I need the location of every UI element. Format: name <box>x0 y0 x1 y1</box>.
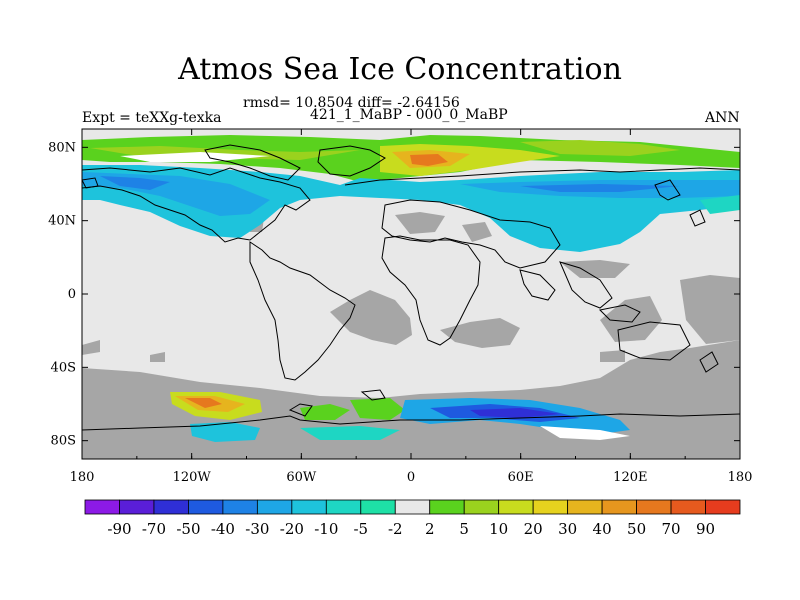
colorbar-box <box>670 499 706 515</box>
period-difference-label: 421_1_MaBP - 000_0_MaBP <box>310 107 508 123</box>
plot-title: Atmos Sea Ice Concentration <box>178 52 622 87</box>
experiment-label: Expt = teXXg-texka <box>82 110 222 126</box>
lon-tick-label: 60E <box>508 470 534 485</box>
colorbar-label: 30 <box>558 520 577 538</box>
colorbar-box <box>705 499 741 515</box>
colorbar-box <box>498 499 534 515</box>
colorbar-box <box>636 499 672 515</box>
colorbar-label: -70 <box>142 520 166 538</box>
colorbar-box <box>394 499 431 515</box>
colorbar-label: -30 <box>245 520 269 538</box>
stats-label: rmsd= 10.8504 diff= -2.64156 <box>243 95 460 111</box>
season-label: ANN <box>705 110 740 126</box>
colorbar-box <box>153 499 189 515</box>
colorbar-label: 20 <box>524 520 543 538</box>
arctic-increase-band <box>82 135 740 182</box>
northern-decrease-band <box>82 165 740 252</box>
colorbar-box <box>463 499 500 515</box>
colorbar-box <box>119 499 155 515</box>
lat-tick-label: 80N <box>48 140 76 155</box>
lat-tick-label: 40S <box>51 360 76 375</box>
lon-tick-label: 180 <box>70 470 95 485</box>
colorbar-box <box>360 499 396 515</box>
colorbar-box <box>567 499 603 515</box>
colorbar-box <box>188 499 224 515</box>
lon-tick-label: 180 <box>728 470 753 485</box>
colorbar-box <box>84 499 120 515</box>
lat-tick-label: 40N <box>48 214 76 229</box>
colorbar-label: -10 <box>314 520 338 538</box>
lon-tick-label: 120E <box>613 470 647 485</box>
colorbar-label: 5 <box>459 520 469 538</box>
map-field <box>82 129 740 459</box>
colorbar-label: -90 <box>107 520 131 538</box>
colorbar <box>84 499 741 515</box>
colorbar-label: -40 <box>211 520 235 538</box>
colorbar-box <box>429 499 465 515</box>
lat-tick-label: 0 <box>68 287 76 302</box>
axis-tick-labels: 180 120W 60W 0 60E 120E 180 80N 40N 0 40S 80S <box>48 140 752 485</box>
colorbar-box <box>291 499 327 515</box>
colorbar-label: 90 <box>696 520 715 538</box>
colorbar-box <box>601 499 637 515</box>
colorbar-box <box>222 499 258 515</box>
colorbar-label: 70 <box>662 520 681 538</box>
colorbar-label: 40 <box>593 520 612 538</box>
colorbar-box <box>325 499 362 515</box>
lat-tick-label: 80S <box>51 434 76 449</box>
colorbar-box <box>532 499 569 515</box>
coastlines <box>82 144 740 431</box>
lon-tick-label: 60W <box>286 470 317 485</box>
lon-tick-label: 0 <box>407 470 415 485</box>
colorbar-label: -2 <box>388 520 403 538</box>
axis-ticks <box>81 129 741 459</box>
southern-ocean-change <box>170 392 630 442</box>
lon-tick-label: 120W <box>173 470 212 485</box>
colorbar-box <box>256 499 293 515</box>
colorbar-label: -20 <box>280 520 304 538</box>
colorbar-label: -50 <box>176 520 200 538</box>
colorbar-label: 10 <box>489 520 508 538</box>
colorbar-labels: -90 -70 -50 -40 -30 -20 -10 -5 -2 2 5 10 20 30 40 50 70 9… <box>107 520 715 538</box>
colorbar-label: -5 <box>353 520 368 538</box>
colorbar-label: 2 <box>425 520 435 538</box>
colorbar-label: 50 <box>627 520 646 538</box>
